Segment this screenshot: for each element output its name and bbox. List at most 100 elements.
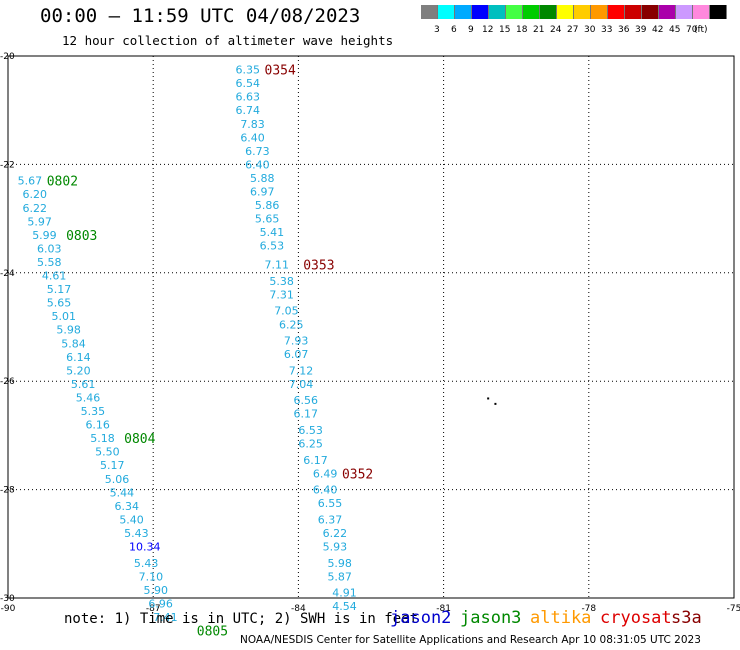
wave-height-value: 6.63 <box>235 91 259 104</box>
wave-height-value: 6.20 <box>23 188 48 201</box>
legend-label: 27 <box>567 25 579 35</box>
wave-height-value: 5.61 <box>71 378 96 391</box>
wave-height-value: 5.58 <box>37 256 62 269</box>
wave-height-value: 5.86 <box>255 199 280 212</box>
pass-time-label: 0354 <box>265 64 296 79</box>
wave-height-value: 6.49 <box>313 467 338 480</box>
wave-height-value: 6.17 <box>294 408 319 421</box>
wave-height-value: 6.37 <box>318 513 343 526</box>
legend-swatch <box>438 5 455 19</box>
legend-label: 42 <box>652 25 664 35</box>
wave-height-value: 6.55 <box>318 497 343 510</box>
wave-height-value: 5.65 <box>47 297 72 310</box>
legend-label: 30 <box>584 25 596 35</box>
pass-time-label: 0802 <box>47 175 78 190</box>
legend-label: 36 <box>618 25 630 35</box>
wave-height-value: 6.35 <box>235 64 259 77</box>
wave-height-value: 6.73 <box>245 145 270 158</box>
legend-swatch <box>540 5 557 19</box>
legend-label: 39 <box>635 25 647 35</box>
y-tick-label: -22 <box>0 160 15 170</box>
x-tick-label: -78 <box>581 604 596 614</box>
wave-height-value: 7.83 <box>240 118 265 131</box>
wave-height-value: 5.40 <box>119 513 144 526</box>
wave-height-value: 5.46 <box>76 391 101 404</box>
legend-label: 70 <box>686 25 698 35</box>
satellite-name: altika <box>530 608 592 628</box>
wave-height-value: 7.11 <box>265 259 290 272</box>
legend-unit: (ft) <box>694 25 708 35</box>
wave-height-value: 5.97 <box>27 215 52 228</box>
y-tick-label: -30 <box>0 594 15 604</box>
legend-swatch <box>421 5 438 19</box>
wave-height-value: 6.03 <box>37 242 62 255</box>
legend-label: 15 <box>499 25 511 35</box>
wave-height-value: 5.84 <box>61 337 86 350</box>
credit-line: NOAA/NESDIS Center for Satellite Applica… <box>240 634 701 646</box>
legend-swatch <box>591 5 608 19</box>
legend-label: 3 <box>434 25 440 35</box>
legend-label: 9 <box>468 25 474 35</box>
wave-height-value: 6.56 <box>294 394 319 407</box>
wave-height-value: 6.34 <box>114 500 139 513</box>
satellite-name: s3a <box>671 608 702 628</box>
wave-height-value: 6.54 <box>235 77 259 90</box>
map-title: 00:00 – 11:59 UTC 04/08/2023 <box>40 5 361 27</box>
legend-swatch <box>574 5 591 19</box>
x-tick-label: -75 <box>727 604 740 614</box>
legend-label: 24 <box>550 25 562 35</box>
pass-time-label: 0352 <box>342 467 373 482</box>
wave-height-value: 6.07 <box>284 348 309 361</box>
wave-height-value: 6.53 <box>298 424 323 437</box>
wave-height-value: 5.98 <box>327 557 352 570</box>
wave-height-value: 5.06 <box>105 473 130 486</box>
legend-swatch <box>659 5 676 19</box>
y-tick-label: -20 <box>0 52 15 62</box>
legend-label: 6 <box>451 25 457 35</box>
x-tick-label: -90 <box>1 604 16 614</box>
wave-height-value: 5.93 <box>323 541 348 554</box>
wave-height-value: 6.22 <box>23 202 48 215</box>
wave-height-value: 5.41 <box>260 226 285 239</box>
wave-height-value: 7.04 <box>289 378 314 391</box>
wave-height-value: 5.87 <box>327 570 352 583</box>
wave-height-value: 5.44 <box>110 486 135 499</box>
wave-height-value: 10.34 <box>129 541 161 554</box>
wave-height-value: 5.90 <box>144 584 169 597</box>
pass-time-label: 0353 <box>303 259 334 274</box>
wave-height-value: 5.20 <box>66 364 91 377</box>
map-frame <box>7 55 735 599</box>
legend-swatch <box>489 5 506 19</box>
wave-height-value: 4.91 <box>332 587 357 600</box>
satellite-name: jason2 <box>390 608 452 628</box>
wave-height-value: 7.12 <box>289 364 314 377</box>
pass-time-label: 0803 <box>66 229 97 244</box>
wave-height-value: 5.99 <box>32 229 57 242</box>
legend-swatch <box>455 5 472 19</box>
wave-height-value: 7.41 <box>153 611 178 624</box>
legend-label: 33 <box>601 25 613 35</box>
wave-height-value: 6.25 <box>279 318 304 331</box>
legend-label: 12 <box>482 25 494 35</box>
satellite-name: cryosat <box>600 608 672 628</box>
legend-swatch <box>710 5 727 19</box>
legend-swatch <box>523 5 540 19</box>
wave-height-value: 6.40 <box>313 484 338 497</box>
island-mark <box>487 397 490 400</box>
wave-height-value: 4.54 <box>332 600 357 613</box>
legend-swatch <box>625 5 642 19</box>
wave-height-value: 5.67 <box>18 175 43 188</box>
wave-height-value: 6.16 <box>85 419 110 432</box>
wave-height-value: 6.25 <box>298 438 323 451</box>
y-tick-label: -24 <box>0 269 15 279</box>
wave-height-value: 7.05 <box>274 305 299 318</box>
wave-height-value: 4.61 <box>42 270 67 283</box>
wave-height-value: 5.38 <box>269 275 294 288</box>
wave-height-value: 6.17 <box>303 454 328 467</box>
wave-height-value: 5.88 <box>250 172 275 185</box>
pass-time-label: 0805 <box>197 625 228 640</box>
wave-height-value: 5.17 <box>100 459 125 472</box>
legend-label: 45 <box>669 25 681 35</box>
wave-height-value: 6.40 <box>245 158 270 171</box>
wave-height-value: 7.10 <box>139 570 164 583</box>
